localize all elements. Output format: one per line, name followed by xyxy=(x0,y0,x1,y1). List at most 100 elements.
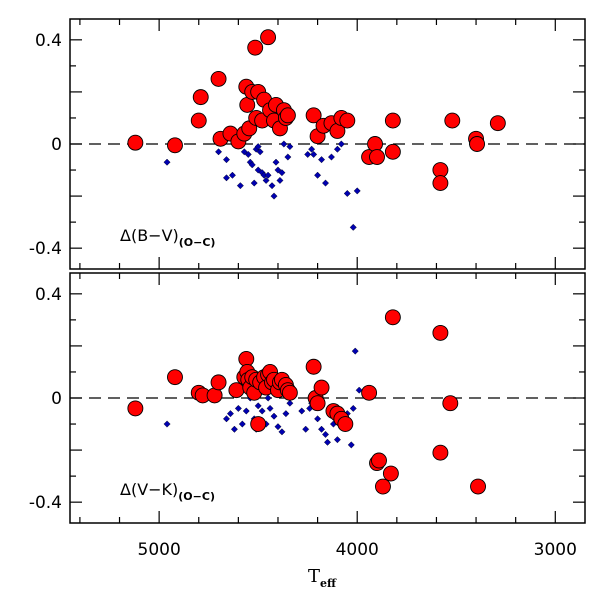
panel-v-k: 0.4 0 -0.4 Δ(V−K)(O−C) xyxy=(29,272,586,524)
x-axis-title-main: T xyxy=(308,566,320,587)
large-circle-point xyxy=(228,382,245,399)
small-diamond-point xyxy=(322,179,330,187)
panel-label: Δ(V−K)(O−C) xyxy=(120,480,215,503)
small-diamond-point xyxy=(264,171,272,179)
small-diamond-point xyxy=(302,425,310,433)
large-circle-point xyxy=(432,324,449,341)
large-circle-point xyxy=(470,478,486,495)
small-diamond-point xyxy=(163,158,171,166)
small-diamond-point xyxy=(254,143,262,151)
large-circle-point xyxy=(367,136,383,152)
small-diamond-point xyxy=(228,171,236,179)
small-diamond-point xyxy=(215,148,223,156)
panel-b-v: 0.4 0 -0.4 Δ(B−V)(O−C) xyxy=(29,18,586,270)
small-diamond-point xyxy=(222,156,230,164)
large-circle-point xyxy=(210,374,227,391)
large-circle-point xyxy=(309,395,326,412)
small-diamond-point xyxy=(343,189,351,197)
small-diamond-point xyxy=(276,176,284,184)
small-diamond-point xyxy=(286,399,294,407)
small-diamond-point xyxy=(349,223,357,231)
large-circle-point xyxy=(192,89,209,106)
large-circle-point xyxy=(369,149,385,165)
large-circle-point xyxy=(313,379,330,396)
small-diamond-point xyxy=(163,420,171,428)
large-circle-point xyxy=(442,395,459,412)
x-tick-label: 5000 xyxy=(138,540,181,560)
y-tick-label: -0.4 xyxy=(29,239,62,259)
panel-label-sub: (O−C) xyxy=(179,236,216,249)
small-diamond-point xyxy=(351,347,359,355)
large-circle-point xyxy=(375,478,391,495)
large-circle-point xyxy=(432,175,449,192)
small-diamond-point xyxy=(333,145,341,153)
large-circle-point xyxy=(305,358,322,375)
small-diamond-point xyxy=(355,386,363,394)
small-diamond-point xyxy=(314,415,322,423)
small-diamond-point xyxy=(268,182,276,190)
large-circle-point xyxy=(281,384,298,401)
x-axis-title-sub: eff xyxy=(320,577,337,590)
small-diamond-point xyxy=(270,192,278,200)
small-diamond-point xyxy=(304,150,312,158)
large-circle-point xyxy=(167,369,183,386)
large-circle-point xyxy=(432,444,449,461)
small-diamond-point xyxy=(353,187,361,195)
small-diamond-point xyxy=(264,394,272,402)
small-diamond-point xyxy=(347,441,355,449)
small-diamond-point xyxy=(349,404,357,412)
large-circle-point xyxy=(384,143,401,160)
small-diamond-point xyxy=(327,153,335,161)
large-circle-point xyxy=(250,416,267,432)
small-diamond-point xyxy=(226,410,234,418)
small-diamond-point xyxy=(322,430,330,438)
small-diamond-point xyxy=(222,174,230,182)
small-diamond-point xyxy=(258,407,266,415)
small-diamond-point xyxy=(244,150,252,158)
y-tick-label: 0.4 xyxy=(35,285,62,305)
small-diamond-point xyxy=(298,407,306,415)
x-tick-label: 4000 xyxy=(336,540,379,560)
large-circle-point xyxy=(305,107,322,124)
small-diamond-point xyxy=(230,425,238,433)
large-circle-point xyxy=(384,309,401,326)
large-circle-point xyxy=(279,107,296,124)
small-diamond-point xyxy=(234,404,242,412)
small-diamond-point xyxy=(250,179,258,187)
large-circle-point xyxy=(210,70,227,87)
x-axis-tick-labels: 5000 4000 3000 xyxy=(138,540,577,560)
large-circle-point xyxy=(127,400,144,417)
panel-label-main: Δ(V−K) xyxy=(120,480,178,499)
small-diamond-point xyxy=(248,161,256,169)
small-diamond-point xyxy=(333,436,341,444)
panel-label-sub: (O−C) xyxy=(178,490,215,503)
small-diamond-point xyxy=(308,145,316,153)
large-circle-point xyxy=(489,115,506,132)
large-circle-point xyxy=(337,416,354,432)
small-diamond-point xyxy=(236,182,244,190)
large-circle-point xyxy=(247,39,264,56)
small-diamond-point xyxy=(318,156,326,164)
small-diamond-point xyxy=(337,140,345,148)
small-diamond-point xyxy=(286,143,294,151)
large-circle-point xyxy=(469,136,485,152)
small-diamond-point xyxy=(278,428,286,436)
small-diamond-point xyxy=(318,425,326,433)
large-circle-point xyxy=(444,112,461,129)
small-diamond-point xyxy=(270,412,278,420)
small-diamond-point xyxy=(256,148,264,156)
panel-label-main: Δ(B−V) xyxy=(120,226,179,245)
large-circle-point xyxy=(167,137,183,154)
y-tick-label: 0.4 xyxy=(35,31,62,51)
large-circle-point xyxy=(190,112,207,129)
small-diamond-point xyxy=(314,171,322,179)
large-circle-point xyxy=(361,384,378,401)
x-tick-label: 3000 xyxy=(534,540,577,560)
small-diamond-point xyxy=(222,415,230,423)
large-circle-point xyxy=(127,134,144,151)
small-diamond-point xyxy=(274,423,282,431)
large-circle-point xyxy=(371,452,387,469)
small-diamond-point xyxy=(262,176,270,184)
y-tick-label: 0 xyxy=(51,389,62,409)
x-axis-title: Teff xyxy=(308,566,337,590)
